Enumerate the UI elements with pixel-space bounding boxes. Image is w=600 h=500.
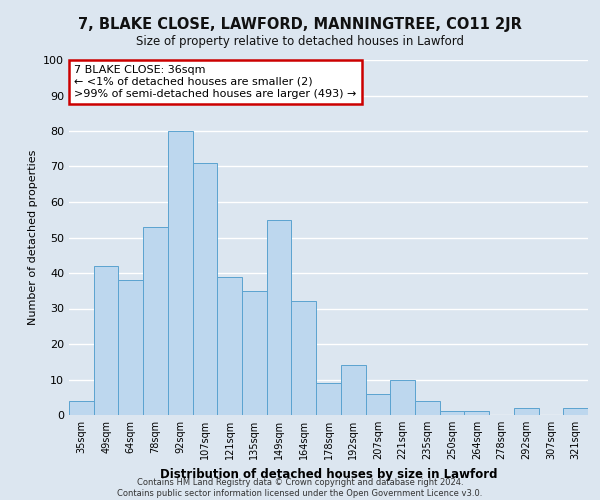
Text: Contains HM Land Registry data © Crown copyright and database right 2024.
Contai: Contains HM Land Registry data © Crown c… xyxy=(118,478,482,498)
Bar xyxy=(464,412,489,415)
Bar xyxy=(292,302,316,415)
Bar xyxy=(415,401,440,415)
Bar xyxy=(563,408,588,415)
Bar xyxy=(168,131,193,415)
Bar xyxy=(94,266,118,415)
Bar xyxy=(242,291,267,415)
Bar xyxy=(316,383,341,415)
Bar xyxy=(365,394,390,415)
Bar xyxy=(440,412,464,415)
Text: 7, BLAKE CLOSE, LAWFORD, MANNINGTREE, CO11 2JR: 7, BLAKE CLOSE, LAWFORD, MANNINGTREE, CO… xyxy=(78,18,522,32)
Bar xyxy=(390,380,415,415)
Bar xyxy=(69,401,94,415)
Text: 7 BLAKE CLOSE: 36sqm
← <1% of detached houses are smaller (2)
>99% of semi-detac: 7 BLAKE CLOSE: 36sqm ← <1% of detached h… xyxy=(74,66,356,98)
Bar xyxy=(143,227,168,415)
Bar xyxy=(118,280,143,415)
Bar xyxy=(514,408,539,415)
X-axis label: Distribution of detached houses by size in Lawford: Distribution of detached houses by size … xyxy=(160,468,497,480)
Bar xyxy=(193,163,217,415)
Bar xyxy=(217,276,242,415)
Bar xyxy=(341,366,365,415)
Text: Size of property relative to detached houses in Lawford: Size of property relative to detached ho… xyxy=(136,35,464,48)
Bar xyxy=(267,220,292,415)
Y-axis label: Number of detached properties: Number of detached properties xyxy=(28,150,38,325)
